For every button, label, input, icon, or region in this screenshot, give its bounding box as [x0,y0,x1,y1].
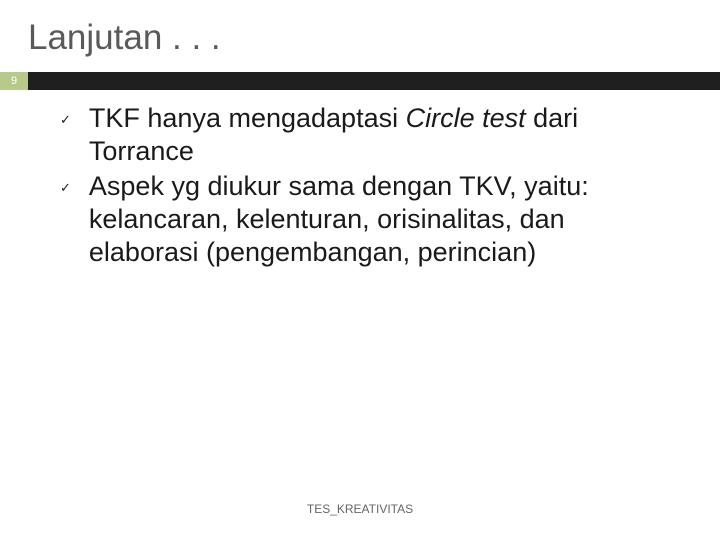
list-item: ✓ TKF hanya mengadaptasi Circle test dar… [60,102,680,168]
bullet-text-pre: Aspek yg diukur sama dengan TKV, yaitu: … [89,171,589,267]
slide-body: ✓ TKF hanya mengadaptasi Circle test dar… [0,90,720,269]
bullet-text: Aspek yg diukur sama dengan TKV, yaitu: … [89,170,680,269]
bullet-text: TKF hanya mengadaptasi Circle test dari … [89,102,680,168]
list-item: ✓ Aspek yg diukur sama dengan TKV, yaitu… [60,170,680,269]
divider-bar-fill [28,72,720,90]
bullet-text-pre: TKF hanya mengadaptasi [89,103,406,133]
slide-footer: TES_KREATIVITAS [0,502,720,516]
slide-title: Lanjutan . . . [0,0,720,72]
page-number-badge: 9 [0,72,28,90]
check-icon: ✓ [60,112,71,128]
bullet-text-italic: Circle test [406,103,526,133]
divider-bar: 9 [0,72,720,90]
check-icon: ✓ [60,180,71,196]
